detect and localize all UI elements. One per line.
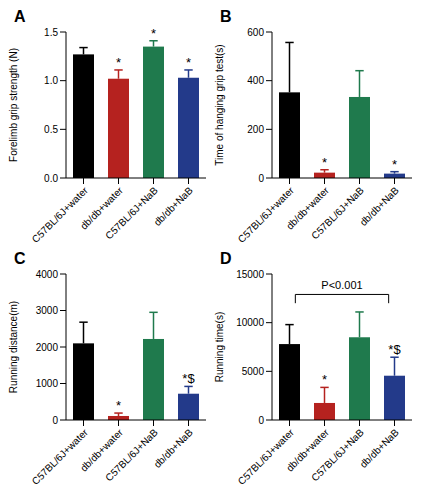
svg-text:10000: 10000 (236, 317, 264, 328)
svg-text:C57BL/6J+water: C57BL/6J+water (30, 184, 91, 245)
svg-text:C57BL/6J+NaB: C57BL/6J+NaB (309, 426, 366, 483)
svg-text:0.5: 0.5 (44, 124, 58, 135)
svg-text:1.5: 1.5 (44, 27, 58, 38)
svg-text:Running distance(m): Running distance(m) (8, 301, 19, 393)
svg-text:*: * (392, 157, 397, 172)
svg-text:3000: 3000 (36, 305, 59, 316)
svg-text:1.0: 1.0 (44, 75, 58, 86)
html-text:A: A (14, 8, 26, 25)
svg-text:C57BL/6J+NaB: C57BL/6J+NaB (309, 184, 366, 241)
svg-text:2000: 2000 (36, 342, 59, 353)
svg-text:db/db+NaB: db/db+NaB (358, 184, 402, 228)
html-text:C: C (14, 250, 26, 267)
svg-text:0.0: 0.0 (44, 173, 58, 184)
svg-text:C57BL/6J+water: C57BL/6J+water (30, 426, 91, 487)
svg-text:*$: *$ (182, 371, 195, 386)
svg-text:600: 600 (247, 27, 264, 38)
svg-text:db/db+NaB: db/db+NaB (358, 426, 402, 470)
html-text:B: B (220, 8, 232, 25)
svg-text:*: * (322, 155, 327, 170)
svg-text:C57BL/6J+NaB: C57BL/6J+NaB (103, 426, 160, 483)
svg-text:200: 200 (247, 124, 264, 135)
svg-text:C57BL/6J+NaB: C57BL/6J+NaB (103, 184, 160, 241)
svg-text:C57BL/6J+water: C57BL/6J+water (236, 426, 297, 487)
svg-text:db/db+NaB: db/db+NaB (152, 184, 196, 228)
svg-text:db/db+water: db/db+water (284, 426, 331, 474)
svg-text:1000: 1000 (36, 378, 59, 389)
svg-text:*: * (116, 55, 121, 70)
svg-text:*: * (116, 398, 121, 413)
svg-text:0: 0 (258, 173, 264, 184)
svg-text:C57BL/6J+water: C57BL/6J+water (236, 184, 297, 245)
html-text:D: D (220, 250, 232, 267)
svg-text:*: * (322, 372, 327, 387)
svg-text:0: 0 (258, 415, 264, 426)
svg-text:db/db+water: db/db+water (78, 184, 125, 232)
svg-text:5000: 5000 (242, 366, 265, 377)
svg-text:db/db+water: db/db+water (284, 184, 331, 232)
svg-text:P<0.001: P<0.001 (321, 279, 362, 291)
svg-text:*: * (151, 26, 156, 41)
svg-text:*: * (186, 55, 191, 70)
svg-text:15000: 15000 (236, 269, 264, 280)
svg-text:Running time(s): Running time(s) (214, 312, 225, 383)
svg-text:4000: 4000 (36, 269, 59, 280)
svg-text:Forelimb grip strength (N): Forelimb grip strength (N) (8, 48, 19, 162)
svg-text:db/db+NaB: db/db+NaB (152, 426, 196, 470)
svg-text:Time of hanging grip test(s): Time of hanging grip test(s) (214, 44, 225, 165)
svg-text:0: 0 (52, 415, 58, 426)
svg-text:*$: *$ (388, 342, 401, 357)
svg-text:db/db+water: db/db+water (78, 426, 125, 474)
svg-text:400: 400 (247, 75, 264, 86)
